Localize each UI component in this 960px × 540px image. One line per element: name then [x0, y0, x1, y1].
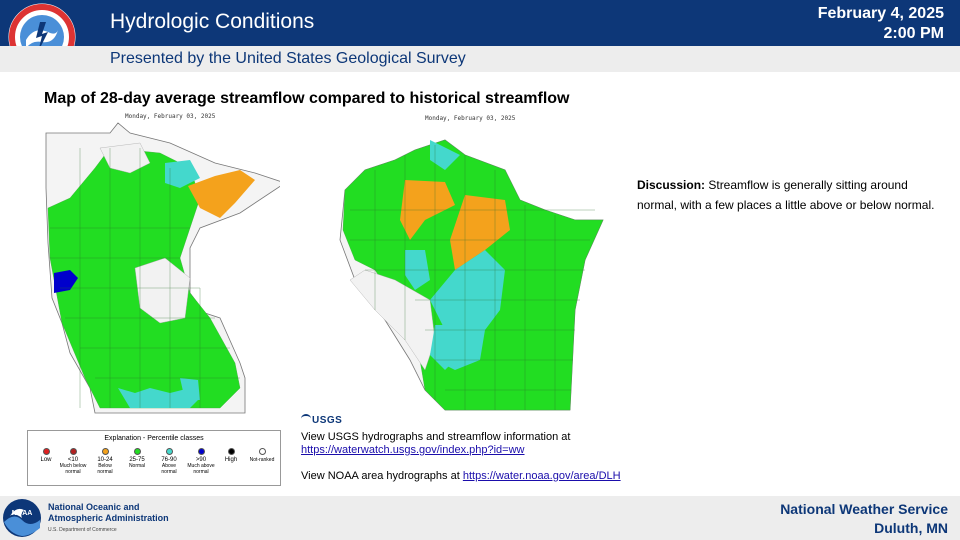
legend-class-label: 25-75 [129, 457, 145, 463]
mn-map-date: Monday, February 03, 2025 [125, 113, 216, 120]
legend-dot-icon [101, 448, 109, 455]
usgs-link-text: View USGS hydrographs and streamflow inf… [301, 431, 571, 443]
subtitle-bar [0, 46, 960, 72]
nws-line2: Duluth, MN [874, 520, 948, 536]
usgs-logo-text: USGS [312, 415, 343, 426]
discussion-text: Discussion: Streamflow is generally sitt… [637, 175, 937, 215]
legend-row: Low <10 Much below normal 10-24 Below no… [28, 445, 280, 483]
noaa-line1: National Oceanic and [48, 502, 140, 512]
wi-map-date: Monday, February 03, 2025 [425, 115, 516, 122]
date-text: February 4, 2025 [817, 5, 944, 22]
legend-class-sub: Much below normal [59, 463, 87, 475]
usgs-link[interactable]: https://waterwatch.usgs.gov/index.php?id… [301, 444, 525, 456]
legend-class-label: >90 [195, 457, 207, 463]
usgs-wave-icon [301, 414, 311, 423]
time-text: 2:00 PM [883, 25, 944, 42]
legend-class: <10 Much below normal [59, 445, 87, 475]
nws-office: National Weather Service Duluth, MN [780, 500, 948, 538]
legend-high-label: High [224, 457, 238, 463]
legend-high-dot-icon [227, 448, 235, 455]
noaa-link-text: View NOAA area hydrographs at [301, 470, 460, 482]
legend-dot-icon [165, 448, 173, 455]
discussion-label: Discussion: [637, 178, 706, 192]
legend-class-label: 10-24 [97, 457, 113, 463]
legend-class-label: 76-90 [161, 457, 177, 463]
wisconsin-streamflow-map: Monday, February 03, 2025 [339, 115, 604, 411]
noaa-logo-icon: NOAA [3, 499, 41, 537]
footer-bar [0, 496, 960, 540]
legend-class-sub: Above normal [161, 463, 177, 475]
legend-low: Low [32, 445, 60, 463]
usgs-logo: USGS [301, 414, 342, 426]
legend-class: >90 Much above normal [187, 445, 215, 475]
noaa-dept: U.S. Department of Commerce [48, 527, 117, 533]
noaa-logo-text: NOAA [12, 510, 33, 517]
legend-class: 25-75 Normal [123, 445, 151, 469]
legend-dot-icon [69, 448, 77, 455]
links-block: View USGS hydrographs and streamflow inf… [301, 431, 681, 483]
legend-not-ranked: Not-ranked [248, 445, 276, 463]
legend-low-dot-icon [42, 448, 50, 455]
legend-low-label: Low [40, 457, 52, 463]
noaa-name: National Oceanic and Atmospheric Adminis… [48, 502, 169, 524]
subtitle: Presented by the United States Geologica… [110, 50, 466, 67]
page-title: Hydrologic Conditions [110, 10, 315, 33]
header-bar [0, 0, 960, 46]
legend-class-sub: Normal [128, 463, 146, 469]
legend-class-sub: Below normal [97, 463, 113, 475]
noaa-link[interactable]: https://water.noaa.gov/area/DLH [462, 470, 621, 482]
legend-class: 10-24 Below normal [91, 445, 119, 475]
noaa-line2: Atmospheric Administration [48, 513, 169, 523]
legend-not-ranked-label: Not-ranked [249, 457, 275, 463]
legend-class: 76-90 Above normal [155, 445, 183, 475]
legend-high: High [217, 445, 245, 463]
discussion-body: Streamflow is generally sitting around n… [637, 178, 935, 212]
date-time: February 4, 2025 2:00 PM [818, 4, 944, 44]
legend-class-sub: Much above normal [187, 463, 215, 475]
legend-title: Explanation - Percentile classes [104, 435, 204, 442]
legend-dot-icon [133, 448, 141, 455]
noaa-link-line: View NOAA area hydrographs at https://wa… [301, 470, 681, 483]
map-title: Map of 28-day average streamflow compare… [44, 90, 570, 107]
nws-line1: National Weather Service [780, 501, 948, 517]
legend-dot-icon [197, 448, 205, 455]
legend-not-ranked-dot-icon [258, 448, 266, 455]
minnesota-streamflow-map: Monday, February 03, 2025 [45, 113, 280, 414]
legend-class-label: <10 [67, 457, 79, 463]
legend-box: Explanation - Percentile classes Low <10… [27, 430, 281, 486]
